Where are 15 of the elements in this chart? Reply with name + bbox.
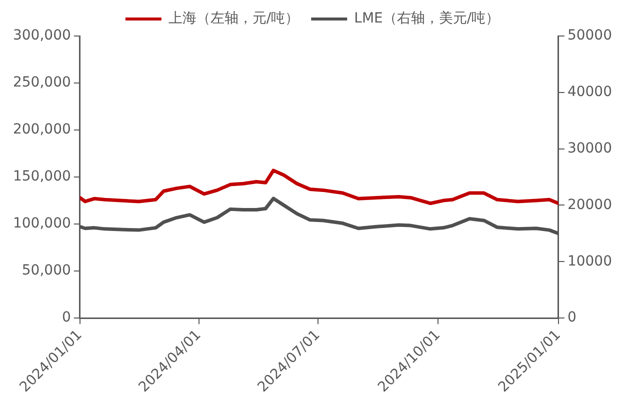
y-tick-label: 300,000	[12, 28, 71, 44]
y-tick-label: 100,000	[12, 216, 71, 232]
y2-tick-label: 0	[567, 310, 576, 326]
y-tick-label: 150,000	[12, 168, 71, 185]
legend-label: LME（右轴，美元/吨）	[354, 10, 500, 27]
y-tick-label: 250,000	[12, 74, 71, 91]
y2-tick-label: 30000	[567, 140, 612, 156]
y2-tick-label: 50000	[567, 28, 612, 44]
y-tick-label: 50,000	[22, 262, 71, 279]
legend-label: 上海（左轴，元/吨）	[168, 10, 300, 27]
y2-tick-label: 40000	[567, 84, 612, 100]
y2-tick-label: 10000	[567, 253, 612, 270]
y2-tick-label: 20000	[567, 196, 612, 213]
y-tick-label: 0	[62, 310, 71, 326]
y-tick-label: 200,000	[12, 122, 71, 138]
